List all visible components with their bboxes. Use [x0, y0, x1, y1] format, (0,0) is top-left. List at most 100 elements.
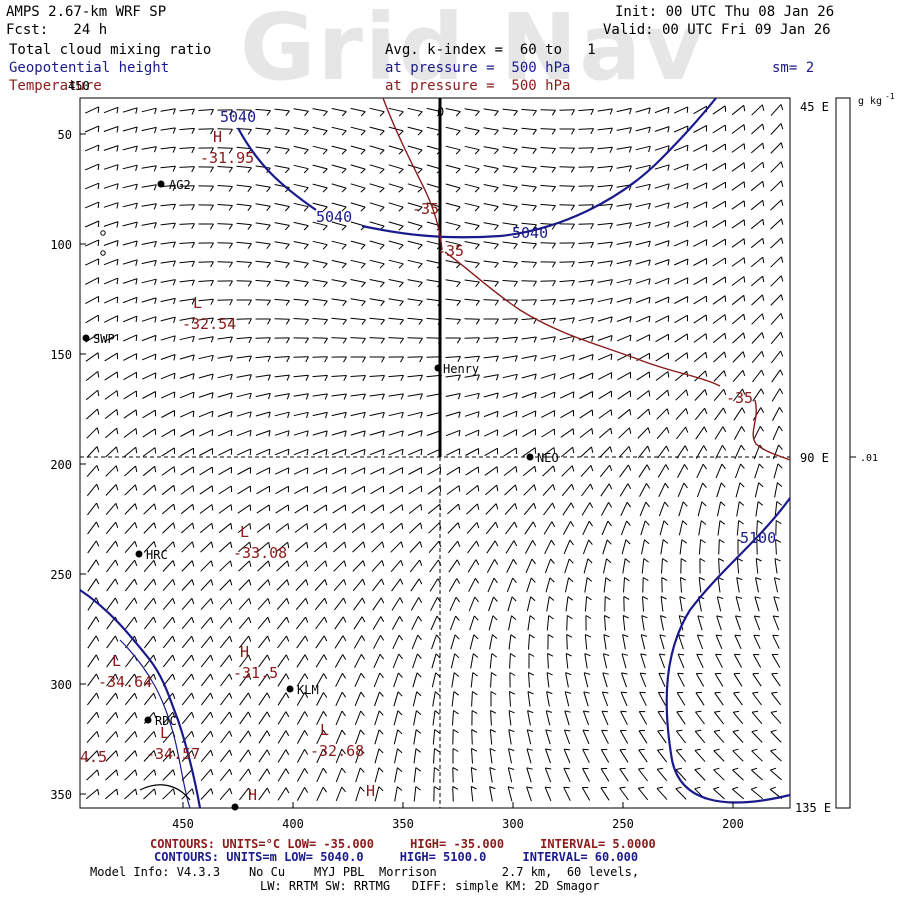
wind-barb: [160, 391, 176, 399]
wind-barb-flag: [546, 672, 553, 676]
wind-barb-flag: [267, 635, 271, 642]
valid-time: Valid: 00 UTC Fri 09 Jan 26: [603, 22, 831, 38]
wind-barb: [277, 711, 287, 725]
wind-barb-flag: [398, 244, 404, 250]
wind-barb: [489, 634, 493, 650]
wind-barb: [106, 673, 116, 687]
wind-barb-flag: [590, 483, 594, 490]
wind-barb-flag: [608, 483, 613, 490]
wind-barb: [731, 143, 745, 153]
wind-barb: [105, 750, 117, 762]
wind-barb: [350, 126, 366, 132]
wind-barb: [369, 202, 385, 208]
wind-barb-flag: [534, 392, 537, 399]
wind-barb: [507, 767, 513, 783]
wind-barb: [355, 767, 361, 783]
wind-barb-flag: [210, 280, 214, 287]
wind-barb-flag: [134, 616, 138, 623]
wind-barb-flag: [361, 319, 366, 325]
wind-barb: [445, 279, 461, 283]
wind-barb: [654, 277, 670, 285]
wind-barb-flag: [401, 412, 404, 419]
wind-barb: [122, 278, 138, 284]
wind-barb: [584, 577, 588, 593]
wind-barb: [218, 522, 232, 534]
wind-barb: [141, 203, 157, 207]
wind-barb-flag: [456, 319, 461, 325]
wind-barb: [733, 388, 743, 402]
wind-barb-flag: [645, 501, 650, 508]
wind-barb: [217, 204, 233, 206]
wind-barb-flag: [361, 635, 366, 641]
wind-barb: [657, 692, 667, 706]
wind-barb-flag: [210, 147, 214, 154]
wind-barb: [600, 483, 610, 497]
wind-barb-flag: [229, 560, 233, 567]
wind-barb: [143, 750, 155, 762]
wind-barb-flag: [608, 502, 613, 508]
wind-barb: [181, 579, 193, 591]
wind-barb-flag: [513, 148, 518, 155]
wind-barb-flag: [398, 130, 404, 136]
wind-barb: [143, 559, 155, 573]
wind-barb: [219, 787, 231, 801]
wind-barb-flag: [417, 653, 422, 659]
wind-barb: [388, 430, 404, 436]
wind-barb-flag: [154, 354, 157, 361]
wind-barb-flag: [754, 615, 761, 618]
wind-barb-flag: [762, 219, 765, 226]
avg-k-index: Avg. k-index = 60 to 1: [385, 42, 596, 58]
wind-barb: [521, 184, 537, 188]
wind-barb: [483, 222, 499, 226]
wind-barb-flag: [172, 203, 176, 210]
wind-barb-flag: [379, 244, 385, 250]
wind-barb: [544, 558, 552, 574]
wind-barb: [335, 673, 343, 687]
wind-barb-flag: [380, 300, 385, 307]
wind-barb: [106, 635, 116, 649]
wind-barb-flag: [306, 412, 309, 419]
wind-barb-flag: [134, 731, 138, 738]
wind-barb-flag: [210, 731, 214, 737]
wind-barb: [313, 485, 327, 495]
wind-barb-flag: [248, 318, 252, 325]
wind-barb: [86, 408, 98, 420]
wind-barb: [104, 352, 118, 362]
wind-barb-flag: [458, 504, 461, 511]
wind-barb-flag: [399, 338, 404, 344]
wind-barb: [293, 164, 309, 170]
wind-barb: [369, 240, 385, 246]
wind-barb: [489, 767, 493, 783]
wind-barb: [714, 692, 724, 706]
wind-barb: [236, 165, 252, 169]
wind-barb: [562, 502, 572, 516]
wind-barb: [389, 522, 403, 534]
wind-barb-flag: [648, 126, 651, 134]
wind-barb: [162, 692, 174, 706]
wind-barb: [430, 597, 438, 611]
wind-barb: [277, 768, 287, 782]
wind-barb-flag: [590, 109, 594, 116]
wind-barb-flag: [363, 467, 366, 474]
wind-barb-flag: [528, 672, 535, 676]
wind-barb-flag: [360, 654, 366, 660]
plot-frame: [79, 97, 791, 809]
wind-barb: [504, 503, 516, 515]
wind-barb: [236, 336, 252, 340]
wind-barb: [713, 370, 725, 382]
wind-barb: [86, 769, 98, 781]
wind-barb-flag: [564, 729, 571, 732]
wind-barb-flag: [211, 504, 214, 511]
wind-barb-flag: [739, 482, 745, 488]
wind-barb: [564, 710, 570, 726]
wind-barb: [432, 729, 436, 745]
wind-barb-flag: [96, 484, 100, 490]
wind-barb: [103, 145, 119, 151]
wind-barb-flag: [571, 261, 575, 268]
wind-barb-flag: [322, 225, 328, 231]
wind-barb: [619, 730, 629, 744]
wind-barb-flag: [492, 615, 498, 621]
wind-barb-flag: [491, 653, 497, 658]
wind-barb-flag: [153, 598, 157, 604]
station-dot-rdc: [144, 716, 152, 724]
